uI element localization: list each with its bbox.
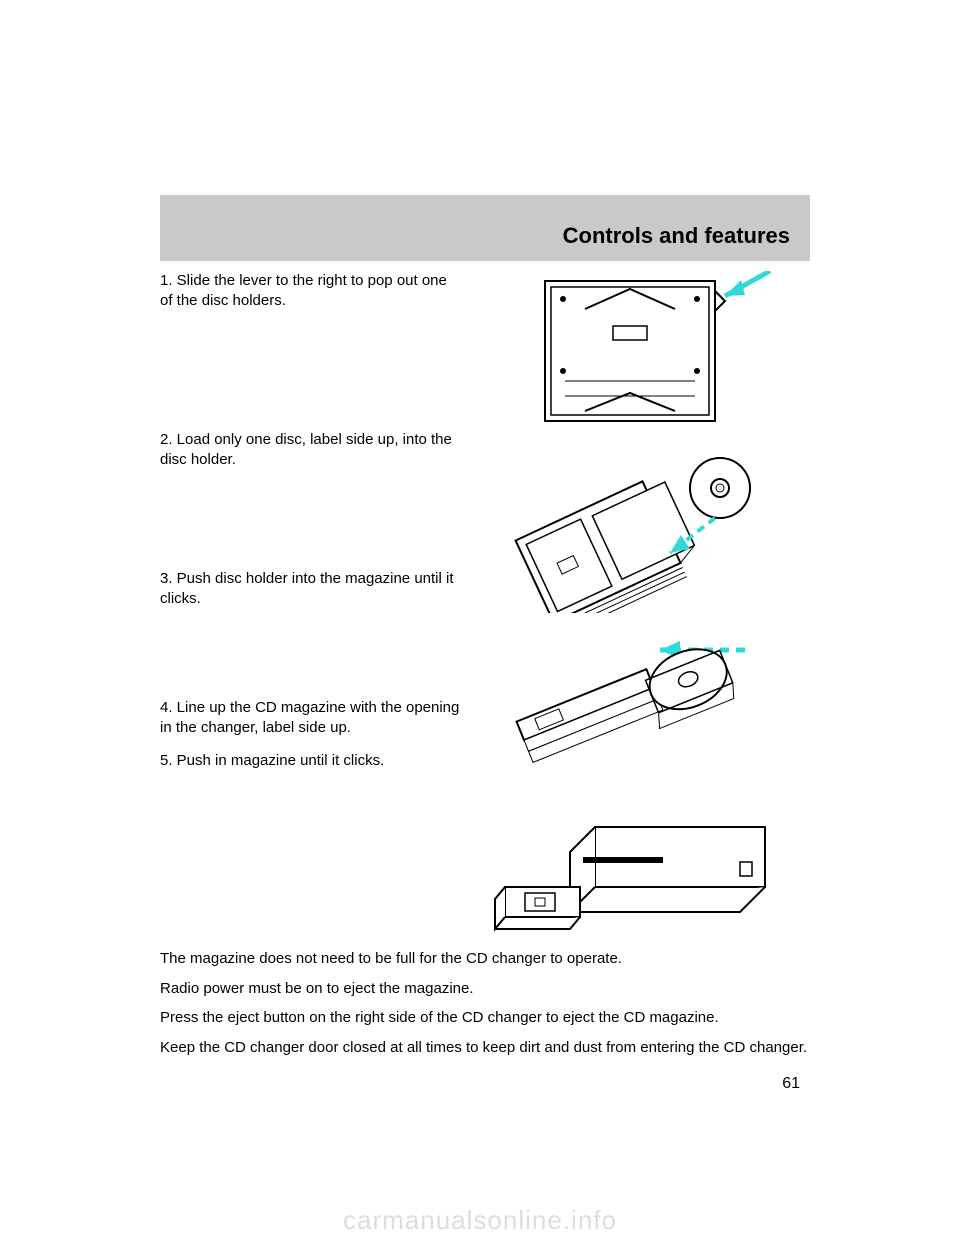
content-row: 1. Slide the lever to the right to pop o…	[160, 261, 810, 937]
notes-section: The magazine does not need to be full fo…	[160, 949, 810, 1057]
section-title: Controls and features	[563, 223, 790, 249]
note-door-closed: Keep the CD changer door closed at all t…	[160, 1038, 810, 1058]
step-4-text: 4. Line up the CD magazine with the open…	[160, 698, 460, 737]
manual-page: Controls and features 1. Slide the lever…	[160, 195, 810, 1093]
step-2-text: 2. Load only one disc, label side up, in…	[160, 430, 460, 469]
page-number: 61	[160, 1075, 810, 1093]
step-3-text: 3. Push disc holder into the magazine un…	[160, 569, 460, 608]
note-radio-power: Radio power must be on to eject the maga…	[160, 979, 810, 999]
illustration-column	[460, 271, 810, 937]
changer-unit-illustration	[485, 807, 785, 937]
magazine-top-illustration	[485, 271, 785, 431]
load-disc-illustration	[485, 453, 785, 613]
step-1-text: 1. Slide the lever to the right to pop o…	[160, 271, 460, 310]
note-eject-button: Press the eject button on the right side…	[160, 1008, 810, 1028]
step-5-text: 5. Push in magazine until it clicks.	[160, 751, 460, 771]
push-tray-illustration	[485, 635, 785, 785]
note-magazine-full: The magazine does not need to be full fo…	[160, 949, 810, 969]
source-watermark: carmanualsonline.info	[343, 1205, 617, 1236]
instruction-text-column: 1. Slide the lever to the right to pop o…	[160, 271, 460, 937]
lever-arrow-icon	[725, 271, 770, 296]
section-header-bar: Controls and features	[160, 195, 810, 261]
